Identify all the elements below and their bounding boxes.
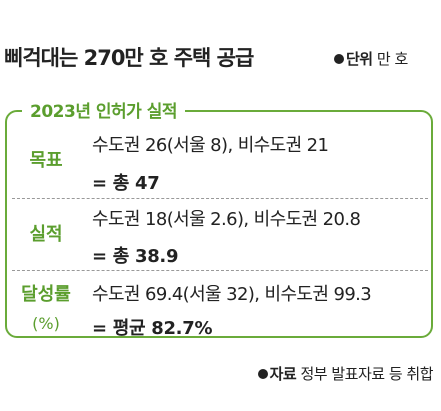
table-label: 2023년 인허가 실적 <box>22 97 185 122</box>
row-text: 수도권 18(서울 2.6), 비수도권 20.8 <box>92 209 361 230</box>
bullet <box>257 369 268 379</box>
row-sublabel: (%) <box>32 314 60 333</box>
row-label: 목표 <box>29 150 63 171</box>
divider <box>12 270 428 271</box>
row-total: = 평균 82.7% <box>92 318 213 339</box>
table-box <box>5 110 433 338</box>
source-label: 자료 <box>269 365 297 383</box>
source-text: 정부 발표자료 등 취합 <box>300 365 433 383</box>
source: 자료 정부 발표자료 등 취합 <box>257 363 433 384</box>
row-text: 수도권 69.4(서울 32), 비수도권 99.3 <box>92 284 372 305</box>
bullet <box>334 54 344 64</box>
unit-note: 단위 만 호 <box>334 48 408 69</box>
unit: 만 호 <box>376 50 408 68</box>
title: 삐걱대는 270만 호 주택 공급 <box>4 46 254 70</box>
unit-label: 단위 <box>346 50 373 68</box>
row-total: = 총 47 <box>92 173 160 194</box>
row-total: = 총 38.9 <box>92 246 179 267</box>
divider <box>12 198 428 199</box>
row-label: 달성률 <box>21 284 71 305</box>
row-text: 수도권 26(서울 8), 비수도권 21 <box>92 135 329 156</box>
row-label: 실적 <box>29 224 63 245</box>
